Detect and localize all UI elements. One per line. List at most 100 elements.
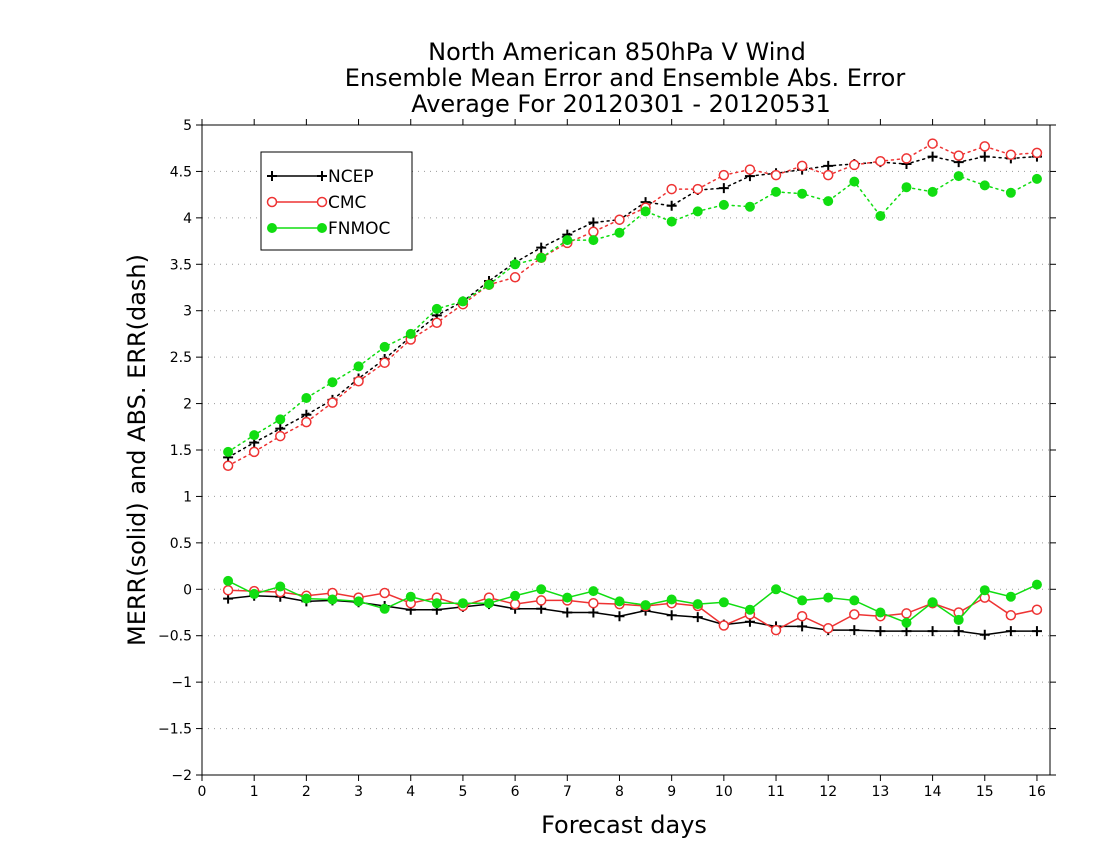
fnmoc-abs-err-point	[275, 414, 286, 425]
fnmoc-mean-err-point	[875, 607, 886, 618]
fnmoc-abs-err-point	[927, 186, 938, 197]
fnmoc-abs-err-point	[457, 296, 468, 307]
cmc-mean-err-point	[796, 610, 808, 622]
fnmoc-abs-err-point	[249, 430, 260, 441]
fnmoc-abs-err-point	[718, 199, 729, 210]
axis-ticks: −2−1.5−1−0.500.511.522.533.544.550 1 2 3 4 5 6…	[158, 118, 1056, 800]
fnmoc-mean-err-point	[588, 586, 599, 597]
cmc-abs-err-point	[248, 446, 260, 458]
legend: NCEP CMC FNMOC	[260, 151, 413, 251]
legend-label-cmc: CMC	[328, 193, 366, 213]
cmc-mean-err-point	[770, 624, 782, 636]
fnmoc-abs-err-point	[484, 279, 495, 290]
cmc-mean-err-point	[509, 598, 521, 610]
x-tick-label: 3	[354, 784, 363, 800]
y-tick-label: −0.5	[158, 629, 192, 645]
chart-title-line-3: Average For 20120301 - 20120531	[411, 90, 831, 118]
y-tick-label: 2	[183, 397, 192, 413]
legend-marker-cmc	[266, 196, 278, 208]
cmc-abs-err-point	[692, 183, 704, 195]
fnmoc-mean-err-point	[562, 592, 573, 603]
fnmoc-mean-err-point	[249, 588, 260, 599]
y-tick-label: 0	[183, 582, 192, 598]
chart-title-line-2: Ensemble Mean Error and Ensemble Abs. Er…	[345, 64, 906, 92]
cmc-abs-err-point	[588, 226, 599, 238]
cmc-mean-err-point	[822, 623, 834, 634]
cmc-mean-err-point	[849, 609, 860, 620]
fnmoc-mean-err-point	[927, 597, 938, 608]
fnmoc-abs-err-point	[666, 216, 677, 227]
ncep-abs-err-point	[927, 151, 938, 162]
y-axis-label: MERR(solid) and ABS. ERR(dash)	[123, 254, 151, 646]
fnmoc-abs-err-point	[431, 303, 442, 314]
ncep-mean-err-point	[1005, 626, 1016, 637]
x-tick-label: 16	[1028, 784, 1046, 800]
fnmoc-abs-err-point	[405, 328, 416, 339]
cmc-abs-err-point	[379, 357, 390, 368]
x-axis-label: Forecast days	[541, 811, 707, 839]
fnmoc-mean-err-point	[692, 599, 703, 610]
cmc-abs-err-line	[227, 142, 1038, 467]
cmc-abs-err-point	[431, 317, 443, 329]
fnmoc-mean-err-point	[979, 585, 990, 596]
fnmoc-abs-err-point	[953, 171, 964, 182]
ncep-abs-err-point	[536, 242, 547, 253]
ncep-abs-err-line	[227, 155, 1038, 459]
gridlines	[202, 170, 1050, 730]
fnmoc-abs-err-point	[1031, 173, 1042, 184]
fnmoc-abs-err-point	[510, 259, 521, 270]
chart-title-line-1: North American 850hPa V Wind	[428, 38, 806, 66]
ncep-mean-err-point	[614, 611, 625, 622]
fnmoc-mean-err-point	[457, 598, 468, 609]
ncep-mean-err-point	[797, 621, 808, 632]
x-tick-label: 1	[250, 784, 259, 800]
cmc-abs-err-point	[927, 138, 938, 149]
fnmoc-abs-err-line	[227, 175, 1038, 453]
cmc-abs-err-point	[1005, 149, 1017, 160]
fnmoc-abs-err-point	[379, 341, 390, 352]
fnmoc-mean-err-point	[223, 575, 234, 586]
fnmoc-mean-err-point	[353, 596, 364, 607]
cmc-abs-err-point	[1031, 147, 1043, 159]
fnmoc-mean-err-point	[666, 594, 677, 605]
cmc-abs-err-point	[953, 150, 964, 161]
cmc-mean-err-point	[222, 584, 234, 596]
fnmoc-mean-err-point	[1031, 579, 1042, 590]
y-tick-label: −1.5	[158, 722, 192, 738]
series-lines	[222, 138, 1043, 640]
x-tick-label: 15	[976, 784, 994, 800]
fnmoc-abs-err-point	[223, 446, 234, 457]
fnmoc-mean-err-point	[614, 596, 625, 607]
cmc-mean-err-point	[901, 608, 912, 619]
cmc-abs-err-point	[353, 376, 364, 387]
ncep-mean-err-point	[901, 626, 912, 637]
y-tick-label: 3.5	[170, 257, 192, 273]
cmc-abs-err-point	[796, 160, 808, 172]
x-tick-label: 2	[302, 784, 311, 800]
y-tick-label: 4.5	[170, 164, 192, 180]
cmc-abs-err-point	[275, 430, 286, 442]
ncep-abs-err-point	[666, 200, 677, 211]
cmc-abs-err-point	[979, 141, 991, 152]
cmc-mean-err-point	[1031, 604, 1043, 615]
cmc-abs-err-point	[901, 153, 912, 164]
fnmoc-mean-err-point	[718, 597, 729, 608]
fnmoc-mean-err-point	[797, 595, 808, 606]
x-tick-label: 6	[511, 784, 520, 800]
cmc-abs-err-point	[770, 169, 782, 181]
fnmoc-mean-err-point	[771, 584, 782, 595]
fnmoc-abs-err-point	[562, 235, 573, 246]
fnmoc-abs-err-point	[771, 186, 782, 197]
fnmoc-mean-err-point	[510, 590, 521, 601]
fnmoc-mean-err-point	[301, 593, 312, 604]
x-tick-label: 7	[563, 784, 572, 800]
fnmoc-abs-err-point	[823, 196, 834, 207]
ncep-abs-err-point	[718, 183, 729, 194]
legend-marker-cmc	[316, 196, 328, 208]
fnmoc-abs-err-point	[979, 180, 990, 191]
y-tick-label: 1	[183, 489, 192, 505]
ncep-abs-err-point	[823, 160, 834, 171]
ncep-mean-err-point	[562, 607, 573, 618]
fnmoc-mean-err-point	[431, 598, 442, 609]
